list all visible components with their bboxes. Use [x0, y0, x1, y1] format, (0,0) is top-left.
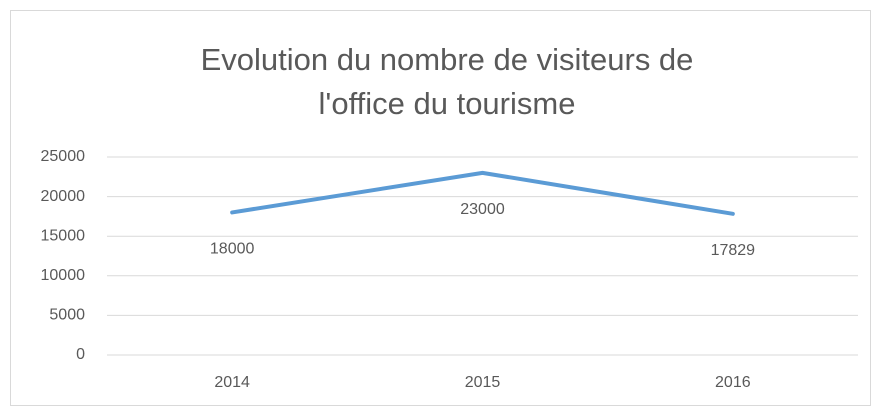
y-tick-label: 10000 — [41, 267, 86, 284]
x-tick-label: 2015 — [465, 374, 501, 391]
y-tick-label: 20000 — [41, 188, 86, 205]
line — [230, 170, 735, 216]
y-tick-label: 25000 — [41, 148, 86, 165]
chart-frame — [10, 10, 871, 406]
data-label: 23000 — [460, 201, 505, 218]
y-tick-label: 15000 — [41, 227, 86, 244]
x-tick-label: 2016 — [715, 374, 751, 391]
y-tick-label: 0 — [76, 346, 85, 363]
data-label: 18000 — [210, 241, 255, 258]
y-tick-label: 5000 — [49, 307, 85, 324]
x-tick-label: 2014 — [214, 374, 250, 391]
data-label: 17829 — [711, 242, 756, 259]
chart-title: Evolution du nombre de visiteurs de l'of… — [200, 42, 694, 121]
